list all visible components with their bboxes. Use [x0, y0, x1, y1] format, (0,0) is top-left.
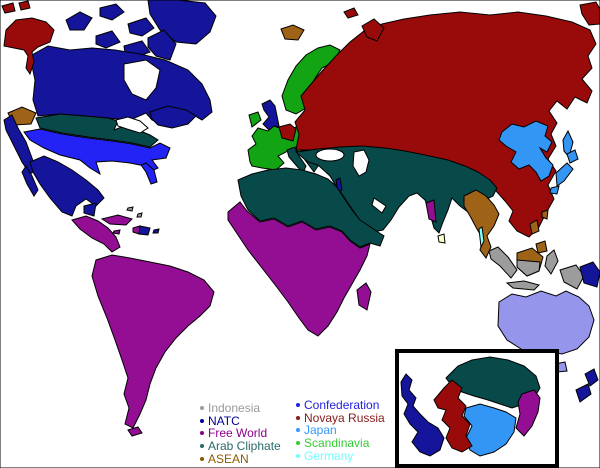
- region-new-zealand-south: [575, 383, 592, 403]
- region-arctic-islands: [65, 11, 93, 31]
- region-arctic-islands: [99, 3, 125, 21]
- region-madagascar: [356, 282, 372, 311]
- caspian-sea: [352, 149, 370, 177]
- region-jamaica: [112, 229, 121, 235]
- region-italy: [286, 146, 307, 174]
- inset-antarctica-peninsula: [400, 373, 445, 457]
- legend-column-right: Confederation Novaya Russia Japan Scandi…: [296, 398, 385, 463]
- legend-label: NATC: [208, 413, 240, 428]
- region-north-africa: [237, 167, 385, 248]
- region-sri-lanka: [437, 233, 446, 244]
- legend-item-free-world: Free World: [200, 426, 281, 441]
- region-mexico: [29, 155, 105, 217]
- region-tierra-del-fuego: [127, 426, 143, 437]
- region-new-guinea-west: [559, 264, 585, 290]
- legend-label: Free World: [208, 426, 268, 441]
- region-malay-cyan-strip: [478, 226, 485, 249]
- legend-bullet: [200, 444, 204, 449]
- legend-bullet: [296, 441, 300, 446]
- region-baffin-island: [147, 29, 177, 61]
- region-novaya-zemlya: [361, 18, 385, 42]
- region-puerto-rico: [152, 228, 160, 234]
- legend-item-indonesia: Indonesia: [200, 401, 281, 416]
- region-sulawesi: [544, 249, 559, 275]
- region-bahamas: [136, 212, 143, 218]
- legend-label: Arab Cliphate: [208, 439, 281, 454]
- legend-label: Japan: [304, 423, 337, 438]
- legend-item-germany: Germany: [296, 448, 385, 463]
- legend-bullet: [296, 415, 300, 420]
- legend-item-natc: NATC: [200, 413, 281, 428]
- region-florida: [140, 162, 158, 185]
- region-philippines-luzon: [529, 219, 540, 235]
- region-taiwan: [541, 209, 549, 220]
- region-south-india: [425, 199, 437, 223]
- region-australia: [497, 290, 595, 358]
- legend-label: Confederation: [304, 398, 380, 413]
- region-baja: [21, 165, 39, 197]
- legend-bullet: [296, 428, 300, 433]
- legend-label: Indonesia: [208, 401, 261, 416]
- legend-label: ASEAN: [208, 451, 249, 466]
- region-borneo: [516, 259, 541, 277]
- region-central-america: [71, 215, 121, 253]
- legend-bullet: [200, 418, 204, 423]
- region-java: [505, 280, 540, 291]
- region-sub-saharan-africa: [227, 201, 371, 337]
- legend-bullet: [200, 431, 204, 436]
- inset-antarctica-central: [433, 379, 473, 453]
- region-new-guinea-east: [579, 261, 600, 288]
- legend-item-arab-cliphate: Arab Cliphate: [200, 439, 281, 454]
- region-siberia-fragment-east: [579, 1, 600, 26]
- region-arctic-islands: [127, 17, 155, 37]
- legend-item-japan: Japan: [296, 423, 385, 438]
- region-svalbard: [343, 7, 359, 19]
- region-sakhalin: [562, 129, 574, 159]
- region-siberia-fragment-west: [1, 2, 16, 14]
- region-bahamas: [126, 206, 134, 212]
- region-japan-hokkaido: [566, 149, 579, 164]
- region-japan-honshu: [555, 162, 574, 187]
- inset-antarctica-south: [463, 403, 517, 457]
- persian-gulf: [371, 197, 387, 214]
- legend-bullet: [296, 453, 300, 458]
- region-yucatan: [83, 202, 97, 217]
- legend-bullet: [200, 456, 204, 461]
- black-sea: [315, 148, 345, 162]
- legend-column-left: Indonesia NATC Free World Arab Cliphate …: [200, 401, 281, 466]
- region-arctic-islands: [95, 30, 121, 49]
- legend-item-scandinavia: Scandinavia: [296, 436, 385, 451]
- region-manchuria-korea: [498, 120, 554, 182]
- region-japan-kyushu: [549, 185, 560, 195]
- region-mainland-se-asia: [463, 189, 500, 259]
- legend-label: Novaya Russia: [304, 410, 385, 425]
- region-northern-us: [35, 113, 159, 148]
- great-lakes: [115, 116, 149, 134]
- legend-item-novaya-russia: Novaya Russia: [296, 410, 385, 425]
- region-new-zealand-north: [584, 368, 599, 387]
- region-south-america: [91, 254, 215, 429]
- legend-item-confederation: Confederation: [296, 398, 385, 413]
- legend-item-asean: ASEAN: [200, 451, 281, 466]
- region-cuba: [100, 214, 133, 226]
- region-siberia-fragment-west2: [18, 0, 31, 11]
- region-central-europe-red: [278, 123, 297, 142]
- region-iceland: [280, 24, 305, 41]
- region-new-england: [149, 105, 197, 129]
- inset-antarctica-east: [515, 389, 541, 437]
- legend-bullet: [296, 403, 300, 408]
- region-philippines-mindanao: [535, 240, 548, 254]
- legend-label: Germany: [304, 448, 354, 463]
- region-ireland: [248, 111, 262, 128]
- region-alaska: [3, 17, 55, 76]
- legend-bullet: [200, 406, 204, 411]
- region-hispaniola-east: [138, 225, 151, 236]
- region-sumatra: [488, 246, 518, 279]
- legend-label: Scandinavia: [304, 436, 370, 451]
- hudson-bay: [123, 59, 161, 101]
